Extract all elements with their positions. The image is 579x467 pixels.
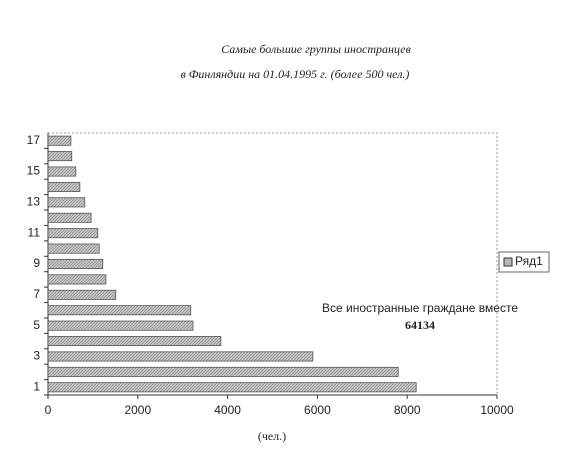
chart-title: в Финляндии на 01.04.1995 г. (более 500 … bbox=[181, 67, 410, 81]
bar bbox=[47, 181, 81, 192]
annotation: Все иностранные граждане вместе bbox=[322, 301, 518, 315]
bar bbox=[47, 351, 314, 362]
y-tick-label: 15 bbox=[27, 164, 41, 178]
chart-title: Самые большие группы иностранцев bbox=[221, 42, 411, 56]
bar bbox=[47, 289, 117, 300]
x-tick-label: 10000 bbox=[480, 403, 514, 417]
x-axis-label: (чел.) bbox=[258, 429, 286, 443]
y-tick-label: 17 bbox=[27, 133, 41, 147]
legend-label: Ряд1 bbox=[515, 254, 543, 268]
bar bbox=[47, 166, 77, 177]
x-tick-label: 2000 bbox=[124, 403, 151, 417]
bar bbox=[47, 197, 86, 208]
y-tick-label: 1 bbox=[33, 379, 40, 393]
bar bbox=[47, 151, 73, 162]
bar bbox=[47, 336, 222, 347]
bar bbox=[47, 135, 72, 146]
y-tick-label: 13 bbox=[27, 195, 41, 209]
bar bbox=[47, 382, 417, 393]
plot-area bbox=[47, 132, 498, 396]
y-tick-label: 5 bbox=[33, 318, 40, 332]
x-tick-label: 4000 bbox=[214, 403, 241, 417]
bar bbox=[47, 366, 399, 377]
y-tick-label: 7 bbox=[33, 287, 40, 301]
x-tick-label: 6000 bbox=[304, 403, 331, 417]
bar bbox=[47, 228, 99, 239]
bar bbox=[47, 259, 104, 269]
y-tick-label: 11 bbox=[28, 225, 41, 239]
y-tick-label: 9 bbox=[33, 256, 40, 270]
x-tick-label: 8000 bbox=[394, 403, 421, 417]
bar bbox=[47, 274, 107, 285]
y-tick-label: 3 bbox=[33, 349, 40, 363]
x-tick-label: 0 bbox=[45, 403, 52, 417]
bar bbox=[47, 243, 100, 254]
bar bbox=[47, 320, 194, 331]
bar bbox=[47, 212, 92, 223]
legend-swatch bbox=[503, 257, 513, 267]
annotation: 64134 bbox=[405, 318, 435, 332]
legend-box bbox=[498, 251, 550, 273]
bar bbox=[47, 305, 192, 316]
